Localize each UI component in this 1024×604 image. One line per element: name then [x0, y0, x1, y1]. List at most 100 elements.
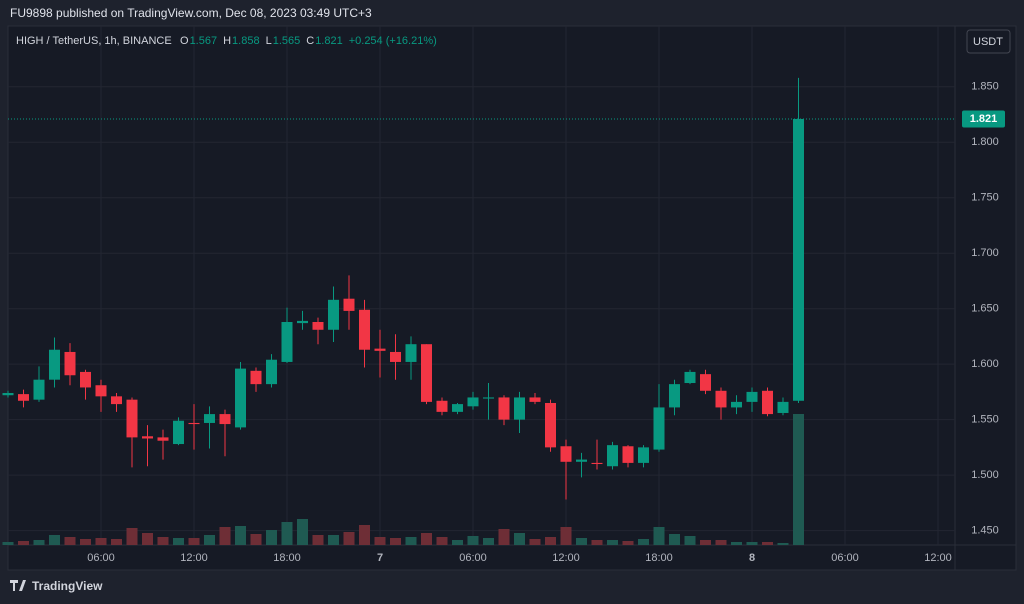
volume-bar [529, 539, 541, 545]
candle-body [64, 351, 76, 376]
candle-body [483, 397, 494, 399]
candle-body [2, 393, 14, 396]
volume-bar [545, 537, 556, 545]
ohlc-label: O [180, 35, 189, 47]
candle-body [173, 420, 184, 445]
candle-body [622, 446, 634, 463]
change: +0.254 (+16.21%) [349, 35, 437, 47]
volume-bar [219, 527, 231, 545]
candle-body [746, 391, 758, 402]
candle-body [777, 401, 789, 413]
volume-bar [157, 537, 169, 545]
y-tick-label: 1.500 [971, 469, 999, 481]
candle-body [452, 404, 463, 412]
candle-body [653, 407, 665, 450]
x-tick-label: 18:00 [645, 552, 673, 564]
candle-body [762, 390, 773, 415]
candle-body [204, 414, 215, 423]
volume-bar [715, 540, 727, 545]
volume-bar [64, 537, 76, 545]
volume-bar [591, 540, 603, 545]
volume-bar [746, 542, 758, 545]
candle-body [731, 401, 742, 408]
candle-body [126, 399, 138, 438]
y-tick-label: 1.800 [971, 136, 999, 148]
candle-body [638, 447, 649, 463]
y-tick-label: 1.700 [971, 247, 999, 259]
x-tick-label: 18:00 [273, 552, 301, 564]
candle-body [405, 344, 417, 362]
volume-bar [762, 542, 773, 545]
logo-icon [10, 580, 26, 591]
volume-bar [250, 534, 262, 545]
published-note: FU9898 published on TradingView.com, Dec… [10, 6, 372, 20]
volume-bar [359, 525, 370, 545]
candle-body [514, 397, 525, 420]
currency-button[interactable] [966, 29, 1011, 54]
footer-logo: TradingView [10, 579, 103, 593]
candle-body [390, 351, 401, 362]
volume-bar [498, 529, 510, 545]
volume-bar [390, 538, 401, 545]
candle-body [545, 402, 556, 448]
volume-bar [638, 539, 649, 545]
volume-bar [235, 526, 246, 545]
volume-bar [312, 535, 324, 545]
candle-body [700, 374, 711, 391]
candle-body [328, 299, 339, 330]
volume-bar [49, 535, 60, 545]
volume-bar [436, 537, 448, 545]
volume-bar [467, 536, 479, 545]
candle-body [235, 368, 246, 428]
candle-body [281, 322, 293, 362]
volume-bar [297, 519, 308, 545]
y-tick-label: 1.450 [971, 524, 999, 536]
candle-body [793, 118, 804, 401]
symbol: HIGH / TetherUS, 1h, BINANCE [16, 35, 172, 47]
volume-bar [405, 537, 417, 545]
volume-bar [95, 538, 107, 545]
x-tick-label: 06:00 [831, 552, 859, 564]
y-tick-label: 1.550 [971, 414, 999, 426]
volume-bar [777, 543, 789, 545]
candle-body [297, 320, 308, 324]
volume-bar [33, 540, 45, 545]
volume-bar [343, 532, 355, 545]
candle-body [560, 446, 572, 462]
volume-bar [452, 540, 463, 545]
candle-body [111, 396, 122, 405]
x-tick-label: 12:00 [552, 552, 580, 564]
candle-body [250, 370, 262, 385]
currency[interactable]: USDT [973, 36, 1003, 48]
volume-bar [188, 538, 200, 545]
candle-body [359, 309, 370, 350]
candle-body [266, 359, 277, 385]
volume-bar [374, 537, 386, 545]
volume-bar [204, 535, 215, 545]
ohlc-value: 1.821 [315, 35, 343, 47]
chart-panel [7, 25, 1017, 571]
volume-bar [514, 533, 525, 545]
candle-body [49, 349, 60, 380]
candle-body [436, 400, 448, 412]
volume-bar [653, 527, 665, 545]
x-tick-label: 7 [377, 552, 383, 564]
ohlc-value: 1.858 [232, 35, 260, 47]
plot [2, 77, 955, 545]
volume-bar [483, 538, 494, 545]
x-tick-label: 06:00 [459, 552, 487, 564]
brand: TradingView [32, 579, 103, 593]
candle-body [498, 397, 510, 420]
volume-bar [793, 414, 804, 545]
x-tick-label: 12:00 [180, 552, 208, 564]
ohlc-label: H [223, 35, 231, 47]
ohlc-label: L [266, 35, 272, 47]
candle-body [142, 436, 153, 439]
volume-bar [142, 533, 153, 545]
volume-bar [669, 534, 680, 545]
candle-body [219, 414, 231, 425]
legend: HIGH / TetherUS, 1h, BINANCE O 1.567 H 1.85… [16, 35, 437, 47]
candle-body [529, 397, 541, 402]
volume-bar [560, 527, 572, 545]
